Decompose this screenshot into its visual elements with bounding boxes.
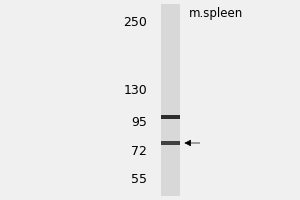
Text: 55: 55	[131, 173, 147, 186]
Text: 250: 250	[123, 16, 147, 29]
Bar	[160, 4, 180, 196]
Text: m.spleen: m.spleen	[189, 7, 243, 20]
Bar	[160, 141, 180, 145]
Text: 130: 130	[123, 84, 147, 97]
Text: 95: 95	[131, 116, 147, 129]
Text: 72: 72	[131, 145, 147, 158]
Bar	[160, 115, 180, 119]
